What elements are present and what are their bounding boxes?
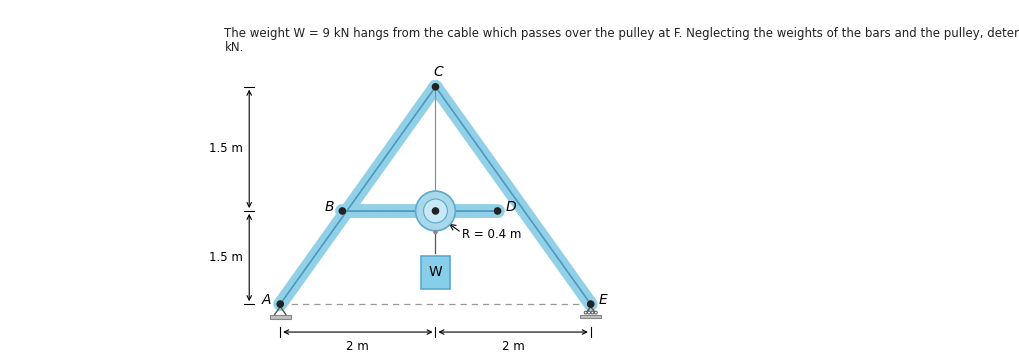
Text: B: B [324,200,333,214]
Circle shape [415,191,454,231]
Text: 1.5 m: 1.5 m [209,251,243,264]
Text: R = 0.4 m: R = 0.4 m [462,228,521,241]
Text: D: D [505,200,516,214]
Text: 1.5 m: 1.5 m [209,142,243,155]
Circle shape [587,301,593,307]
Text: W: W [428,265,442,279]
Circle shape [277,301,283,307]
Circle shape [590,311,593,314]
Circle shape [423,199,447,223]
Circle shape [277,301,283,307]
Circle shape [587,311,590,314]
Circle shape [587,301,593,307]
FancyBboxPatch shape [420,256,450,288]
Bar [269,316,290,319]
Text: E: E [598,293,607,307]
Circle shape [494,208,500,214]
Circle shape [594,311,597,314]
Circle shape [339,208,345,214]
Text: A: A [262,293,271,307]
Text: kN.: kN. [224,41,244,54]
Text: 2 m: 2 m [346,340,369,353]
Circle shape [433,231,436,234]
Text: F: F [424,194,432,208]
Circle shape [584,311,587,314]
Text: C: C [433,65,443,79]
Bar [580,315,600,318]
Circle shape [433,209,437,213]
Circle shape [432,84,438,90]
Circle shape [432,208,438,214]
Text: The weight W = 9 kN hangs from the cable which passes over the pulley at F. Negl: The weight W = 9 kN hangs from the cable… [224,27,1019,40]
Text: 2 m: 2 m [501,340,524,353]
